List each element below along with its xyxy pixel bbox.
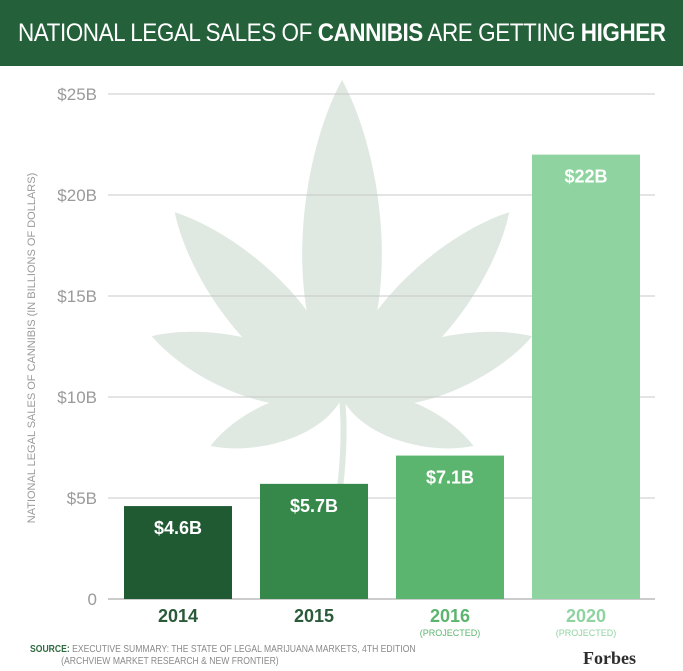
- y-axis-ticks: 0 $5B $10B $15B $20B $25B: [57, 85, 97, 609]
- bars: [124, 154, 640, 599]
- bar-value-label: $22B: [564, 167, 607, 187]
- x-category-label: 2016: [430, 606, 470, 626]
- chart-title: NATIONAL LEGAL SALES OF CANNIBIS ARE GET…: [18, 19, 666, 48]
- leaf-blade: [342, 393, 474, 449]
- source-text: EXECUTIVE SUMMARY: THE STATE OF LEGAL MA…: [69, 643, 416, 655]
- bar-value-label: $7.1B: [426, 468, 474, 488]
- leaf-blade: [151, 331, 342, 406]
- leaf-blade: [342, 212, 510, 398]
- source-line-2: (ARCHVIEW MARKET RESEARCH & NEW FRONTIER…: [61, 655, 279, 667]
- leaf-blade: [342, 331, 533, 406]
- leaf-blade: [174, 212, 342, 398]
- forbes-logo: Forbes: [583, 648, 636, 668]
- source-label: SOURCE:: [30, 643, 70, 655]
- title-part: ARE GETTING: [422, 18, 581, 47]
- title-part: CANNIBIS: [317, 18, 423, 47]
- y-tick-label: $5B: [67, 489, 97, 508]
- title-part: OF: [275, 18, 318, 47]
- title-part: NATIONAL LEGAL SALES: [17, 18, 276, 47]
- data-labels: $4.6B $5.7B $7.1B $22B: [154, 167, 608, 538]
- y-axis-label: NATIONAL LEGAL SALES OF CANNIBIS (IN BIL…: [26, 173, 38, 523]
- leaf-blade: [210, 393, 342, 449]
- source-note: SOURCE: EXECUTIVE SUMMARY: THE STATE OF …: [30, 643, 416, 667]
- title-part: HIGHER: [580, 18, 666, 47]
- bar: [532, 154, 640, 599]
- x-axis-categories: 2014 2015 2016 (PROJECTED) 2020 (PROJECTED): [158, 606, 616, 638]
- x-category-note: (PROJECTED): [556, 628, 617, 638]
- x-category-label: 2020: [566, 606, 606, 626]
- bar: [124, 506, 232, 599]
- x-category-label: 2015: [294, 606, 334, 626]
- y-tick-label: $10B: [57, 388, 97, 407]
- leaf-stem: [337, 397, 347, 489]
- cannabis-leaf-icon: [151, 80, 533, 489]
- y-tick-label: $20B: [57, 186, 97, 205]
- bar: [260, 483, 368, 599]
- y-tick-label: 0: [88, 590, 97, 609]
- y-tick-label: $25B: [57, 85, 97, 104]
- bar-value-label: $5.7B: [290, 496, 338, 516]
- source-line-1: SOURCE: EXECUTIVE SUMMARY: THE STATE OF …: [30, 643, 416, 655]
- bar-value-label: $4.6B: [154, 518, 202, 538]
- y-tick-label: $15B: [57, 287, 97, 306]
- leaf-blade: [302, 80, 382, 398]
- bar: [396, 455, 504, 599]
- x-category-label: 2014: [158, 606, 198, 626]
- bar-chart: 0 $5B $10B $15B $20B $25B NATIONAL LEGAL SALE…: [26, 80, 655, 638]
- x-category-note: (PROJECTED): [420, 628, 481, 638]
- title-bar: NATIONAL LEGAL SALES OF CANNIBIS ARE GET…: [0, 0, 683, 66]
